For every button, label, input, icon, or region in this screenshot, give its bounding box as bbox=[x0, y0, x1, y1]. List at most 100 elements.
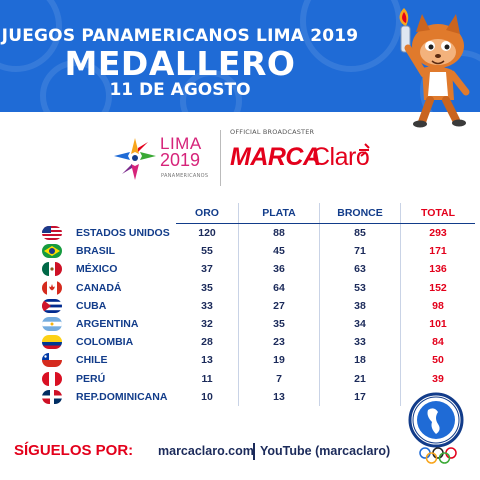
country-name: CHILE bbox=[76, 354, 108, 367]
sponsor-logos: LIMA 2019 PANAMERICANOS OFFICIAL BROADCA… bbox=[0, 120, 480, 190]
footer-divider bbox=[253, 443, 255, 460]
gold-count: 13 bbox=[201, 354, 213, 367]
medal-table: ORO PLATA BRONCE TOTAL ESTADOS UNIDOS 120… bbox=[42, 203, 475, 406]
silver-count: 64 bbox=[238, 278, 320, 297]
event-title: JUEGOS PANAMERICANOS LIMA 2019 bbox=[1, 26, 359, 46]
flag-cell bbox=[42, 370, 76, 388]
bronze-count: 21 bbox=[319, 369, 401, 388]
aso-seal-icon bbox=[408, 392, 464, 448]
bronze-count: 34 bbox=[319, 314, 401, 334]
bronze-count: 17 bbox=[319, 387, 401, 406]
colombia-flag-icon bbox=[42, 335, 62, 350]
table-row: CHILE 13 19 18 50 bbox=[42, 351, 475, 370]
bronze-count: 71 bbox=[319, 242, 401, 261]
marca-logo-text: MARCA bbox=[230, 143, 321, 171]
gold-column-header: ORO bbox=[176, 203, 239, 224]
usa-flag-icon bbox=[42, 225, 62, 240]
silver-count: 13 bbox=[238, 387, 320, 406]
page-title: MEDALLERO bbox=[64, 44, 296, 83]
country-name: CANADÁ bbox=[76, 281, 122, 294]
flag-cell bbox=[42, 333, 76, 351]
silver-count: 7 bbox=[238, 369, 320, 388]
country-name: MÉXICO bbox=[76, 263, 118, 276]
bronze-count: 85 bbox=[319, 223, 401, 243]
bronze-column-header: BRONCE bbox=[319, 203, 401, 224]
gold-count: 33 bbox=[201, 299, 213, 312]
lima-2019-logo-icon bbox=[114, 138, 156, 180]
silver-count: 45 bbox=[238, 242, 320, 261]
banner-pattern bbox=[40, 60, 112, 112]
gold-count: 120 bbox=[198, 227, 216, 240]
silver-column-header: PLATA bbox=[238, 203, 320, 224]
silver-count: 23 bbox=[238, 333, 320, 352]
total-count: 101 bbox=[400, 314, 475, 334]
brazil-flag-icon bbox=[42, 244, 62, 259]
flag-header bbox=[42, 203, 76, 224]
lima-logo-subtitle: PANAMERICANOS bbox=[161, 173, 209, 179]
flag-cell bbox=[42, 260, 76, 278]
flag-cell bbox=[42, 315, 76, 333]
silver-count: 36 bbox=[238, 260, 320, 279]
flag-cell bbox=[42, 351, 76, 369]
bronze-count: 38 bbox=[319, 296, 401, 315]
table-row: BRASIL 55 45 71 171 bbox=[42, 242, 475, 261]
gold-count: 28 bbox=[201, 336, 213, 349]
country-header bbox=[76, 203, 176, 224]
lima-logo-name: LIMA bbox=[160, 134, 202, 153]
bronze-count: 63 bbox=[319, 260, 401, 279]
gold-count: 55 bbox=[201, 245, 213, 258]
claro-logo-text: Claro bbox=[312, 143, 370, 171]
cuba-flag-icon bbox=[42, 298, 62, 313]
olympic-rings-icon bbox=[419, 447, 457, 464]
website-link[interactable]: marcaclaro.com bbox=[158, 444, 254, 458]
total-count: 50 bbox=[400, 351, 475, 370]
table-row: ESTADOS UNIDOS 120 88 85 293 bbox=[42, 223, 475, 243]
country-name: CUBA bbox=[76, 299, 107, 312]
total-count: 98 bbox=[400, 296, 475, 315]
table-row: PERÚ 11 7 21 39 bbox=[42, 369, 475, 388]
total-count: 171 bbox=[400, 242, 475, 261]
footer: SÍGUELOS POR: marcaclaro.com YouTube (ma… bbox=[0, 430, 480, 480]
country-name: PERÚ bbox=[76, 372, 106, 385]
argentina-flag-icon bbox=[42, 317, 62, 332]
flag-cell bbox=[42, 388, 76, 406]
flag-cell bbox=[42, 242, 76, 260]
country-name: REP.DOMINICANA bbox=[76, 390, 168, 403]
total-count: 152 bbox=[400, 278, 475, 297]
silver-count: 19 bbox=[238, 351, 320, 370]
country-name: COLOMBIA bbox=[76, 336, 134, 349]
flag-cell bbox=[42, 297, 76, 315]
country-name: BRASIL bbox=[76, 245, 116, 258]
date-label: 11 DE AGOSTO bbox=[109, 80, 251, 100]
follow-label: SÍGUELOS POR: bbox=[14, 442, 134, 459]
total-count: 136 bbox=[400, 260, 475, 279]
gold-count: 11 bbox=[201, 372, 213, 385]
gold-count: 32 bbox=[201, 318, 213, 331]
table-row: ARGENTINA 32 35 34 101 bbox=[42, 314, 475, 334]
table-row: COLOMBIA 28 23 33 84 bbox=[42, 333, 475, 352]
silver-count: 35 bbox=[238, 314, 320, 334]
country-name: ARGENTINA bbox=[76, 318, 139, 331]
total-count: 84 bbox=[400, 333, 475, 352]
logo-divider bbox=[220, 130, 221, 186]
gold-count: 37 bbox=[201, 263, 213, 276]
table-row: CANADÁ 35 64 53 152 bbox=[42, 278, 475, 297]
canada-flag-icon bbox=[42, 280, 62, 295]
lima-logo-year: 2019 bbox=[160, 150, 201, 170]
mexico-flag-icon bbox=[42, 262, 62, 277]
silver-count: 88 bbox=[238, 223, 320, 243]
mascot-illustration bbox=[399, 8, 470, 128]
flag-cell bbox=[42, 279, 76, 297]
table-header-row: ORO PLATA BRONCE TOTAL bbox=[42, 203, 475, 224]
youtube-link[interactable]: YouTube (marcaclaro) bbox=[260, 444, 391, 458]
bronze-count: 53 bbox=[319, 278, 401, 297]
table-row: CUBA 33 27 38 98 bbox=[42, 296, 475, 315]
table-row: MÉXICO 37 36 63 136 bbox=[42, 260, 475, 279]
total-count: 39 bbox=[400, 369, 475, 388]
chile-flag-icon bbox=[42, 353, 62, 368]
total-column-header: TOTAL bbox=[400, 203, 475, 224]
bronze-count: 33 bbox=[319, 333, 401, 352]
bronze-count: 18 bbox=[319, 351, 401, 370]
silver-count: 27 bbox=[238, 296, 320, 315]
gold-count: 35 bbox=[201, 281, 213, 294]
